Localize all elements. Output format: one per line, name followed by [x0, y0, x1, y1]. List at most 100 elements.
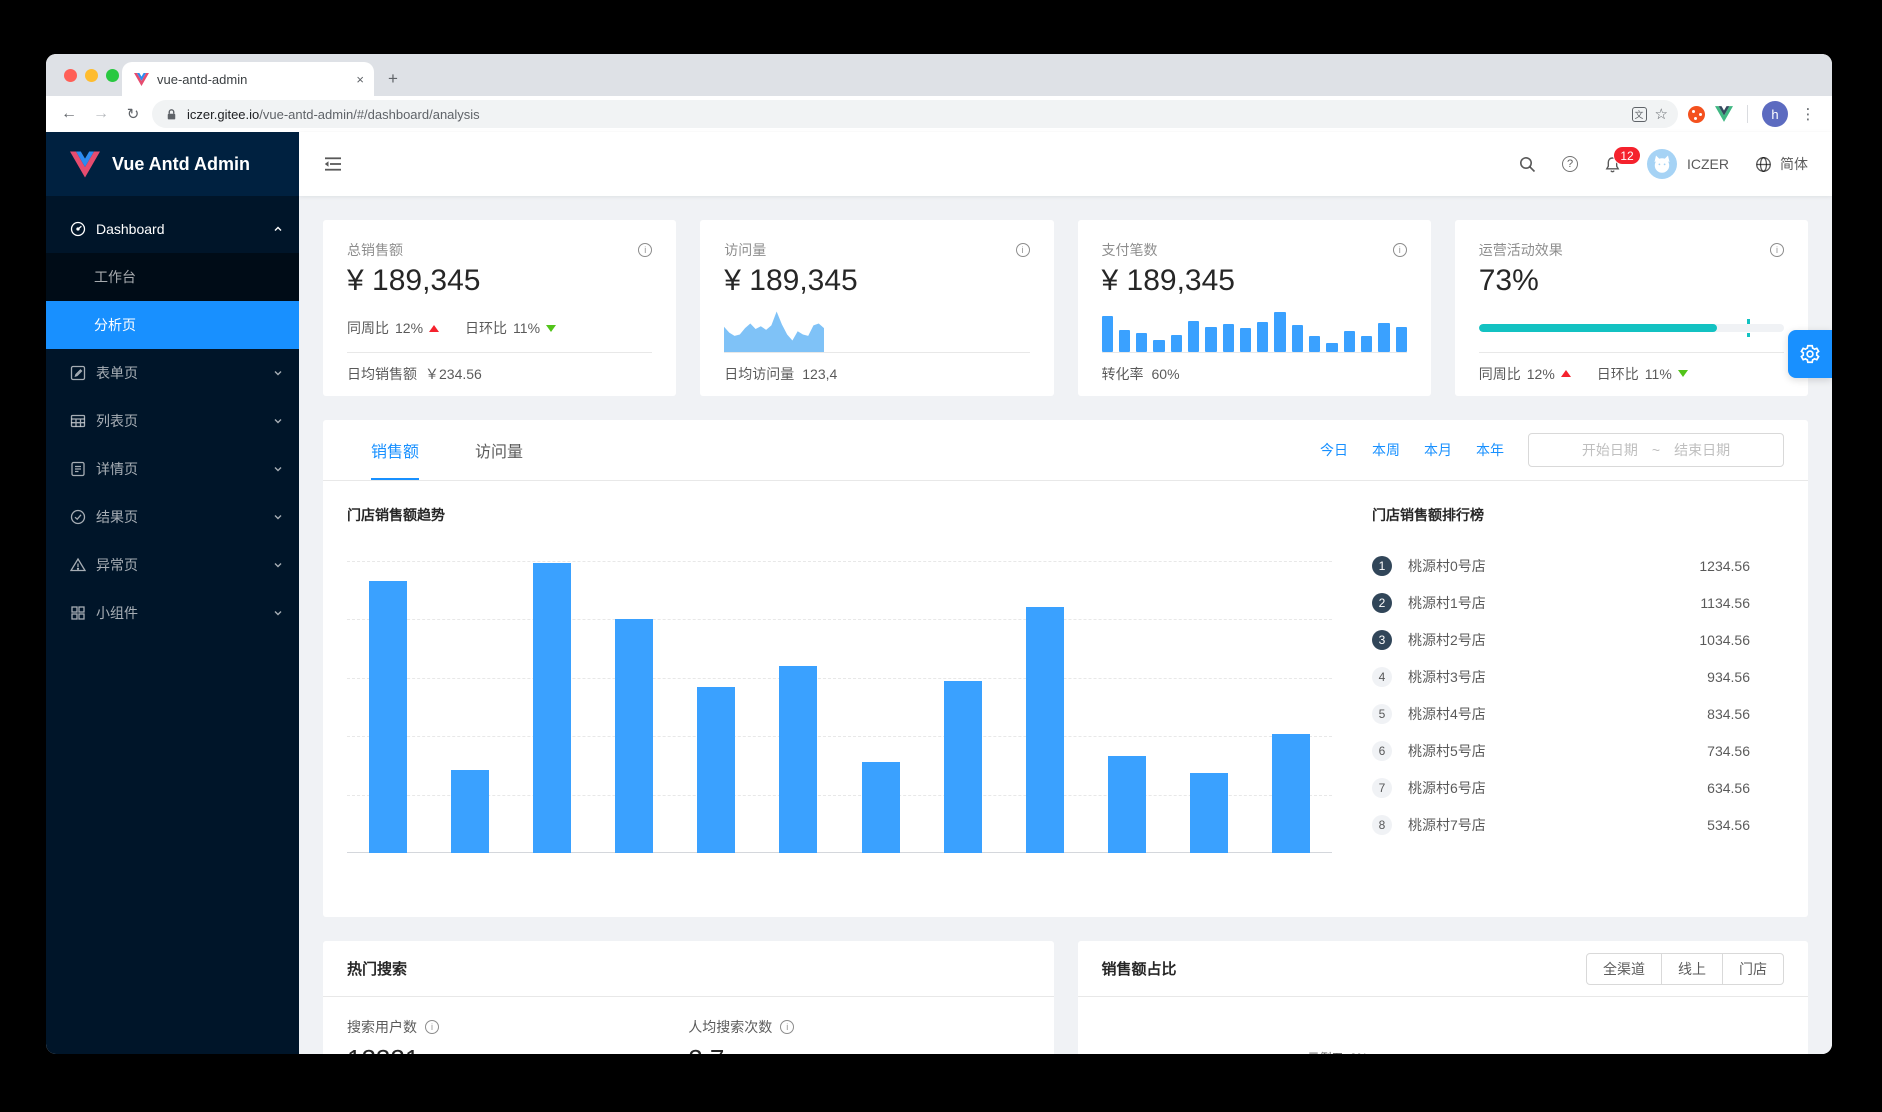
ranking-list: 1 桃源村0号店 1234.56 2 桃源村1号店 1134.56 3 桃源村2号店 1034.… — [1372, 547, 1784, 843]
bar — [1190, 773, 1228, 853]
trend-value: 11% — [513, 320, 541, 336]
info-icon[interactable]: i — [780, 1020, 795, 1034]
sidebar-item-workplace[interactable]: 工作台 — [46, 253, 299, 301]
browser-window: vue-antd-admin × + ← → ↻ iczer.gitee.io/… — [46, 54, 1832, 1054]
ranking-row: 8 桃源村7号店 534.56 — [1372, 806, 1784, 843]
sidebar-item-label: 工作台 — [94, 269, 136, 285]
store-name: 桃源村4号店 — [1408, 705, 1486, 722]
zoom-window-button[interactable] — [106, 69, 119, 82]
sidebar-item-analysis[interactable]: 分析页 — [46, 301, 299, 349]
sidebar: Vue Antd Admin Dashboard 工作台 分析页 — [46, 132, 299, 1054]
translate-icon[interactable]: 文 — [1631, 106, 1647, 122]
progress-bar — [1478, 319, 1784, 337]
locale-switcher[interactable]: 简体 — [1755, 154, 1808, 174]
browser-profile-avatar[interactable]: h — [1762, 101, 1788, 127]
tab-sales[interactable]: 销售额 — [371, 420, 420, 480]
info-icon[interactable]: i — [1392, 243, 1407, 257]
sidebar-item-exception[interactable]: 异常页 — [46, 541, 299, 589]
check-circle-icon — [70, 509, 86, 525]
range-links: 今日 本周 本月 本年 — [1320, 440, 1504, 460]
filter-all-channels[interactable]: 全渠道 — [1586, 952, 1662, 985]
footer-value: ￥234.56 — [425, 365, 482, 382]
card-title: 热门搜索 — [347, 961, 408, 978]
sidebar-item-detail[interactable]: 详情页 — [46, 445, 299, 493]
user-menu[interactable]: ICZER — [1647, 149, 1729, 179]
bar — [1108, 756, 1146, 853]
range-link[interactable]: 今日 — [1320, 442, 1348, 458]
info-icon[interactable]: i — [425, 1020, 439, 1034]
store-name: 桃源村0号店 — [1408, 557, 1486, 574]
footer-label: 转化率 — [1101, 365, 1144, 382]
rank-badge: 8 — [1372, 814, 1392, 835]
range-link[interactable]: 本月 — [1424, 442, 1452, 458]
store-sales-value: 834.56 — [1707, 705, 1750, 722]
trend-label: 同周比 — [1478, 365, 1521, 382]
browser-tab[interactable]: vue-antd-admin × — [122, 62, 374, 96]
footer-label: 日均销售额 — [347, 365, 417, 382]
vue-devtools-icon[interactable] — [1715, 106, 1733, 122]
globe-icon — [1756, 156, 1771, 172]
bar — [533, 563, 571, 853]
bookmark-star-icon[interactable]: ☆ — [1654, 106, 1668, 123]
search-icon[interactable] — [1519, 156, 1536, 173]
tab-visits[interactable]: 访问量 — [475, 444, 524, 461]
theme-settings-button[interactable] — [1788, 330, 1832, 378]
notification-badge: 12 — [1613, 145, 1641, 165]
metric-value: 12321 — [347, 1045, 419, 1054]
window-controls[interactable] — [64, 69, 119, 82]
store-name: 桃源村1号店 — [1408, 594, 1486, 611]
sidebar-item-list[interactable]: 列表页 — [46, 397, 299, 445]
sidebar-item-result[interactable]: 结果页 — [46, 493, 299, 541]
ranking-row: 2 桃源村1号店 1134.56 — [1372, 584, 1784, 621]
range-link[interactable]: 本周 — [1372, 442, 1400, 458]
sidebar-item-form[interactable]: 表单页 — [46, 349, 299, 397]
back-icon[interactable]: ← — [61, 105, 77, 122]
reload-icon[interactable]: ↻ — [126, 106, 140, 123]
bottom-cards-row: 热门搜索 搜索用户数 i 12321 — [323, 941, 1808, 1054]
browser-menu-icon[interactable]: ⋮ — [1800, 106, 1816, 123]
filter-stores[interactable]: 门店 — [1722, 952, 1784, 985]
sidebar-item-label: 列表页 — [96, 413, 138, 429]
trend-value: 12% — [1526, 365, 1555, 382]
sidebar-item-dashboard[interactable]: Dashboard — [46, 205, 299, 253]
date-range-picker[interactable]: 开始日期 ~ 结束日期 — [1528, 433, 1784, 467]
minimize-window-button[interactable] — [85, 69, 98, 82]
bar — [944, 681, 982, 853]
sidebar-item-label: 异常页 — [96, 557, 138, 573]
range-link[interactable]: 本年 — [1476, 442, 1504, 458]
rank-badge: 5 — [1372, 703, 1392, 724]
date-separator: ~ — [1651, 442, 1661, 458]
sidebar-item-widgets[interactable]: 小组件 — [46, 589, 299, 637]
notifications-button[interactable]: 12 — [1604, 145, 1641, 173]
dashboard-icon — [70, 221, 86, 237]
info-icon[interactable]: i — [638, 243, 653, 257]
app-logo[interactable]: Vue Antd Admin — [46, 132, 299, 196]
trend-label: 同周比 — [347, 320, 389, 336]
close-tab-icon[interactable]: × — [356, 71, 364, 87]
info-icon[interactable]: i — [1015, 243, 1030, 257]
address-bar[interactable]: iczer.gitee.io/vue-antd-admin/#/dashboar… — [152, 100, 1678, 128]
chevron-down-icon — [274, 515, 282, 520]
visits-sparkline-area — [724, 311, 825, 352]
browser-toolbar: ← → ↻ iczer.gitee.io/vue-antd-admin/#/da… — [46, 96, 1832, 132]
sidebar-item-label: Dashboard — [96, 221, 165, 237]
bar — [1272, 734, 1310, 853]
extension-orange-icon[interactable] — [1688, 105, 1705, 123]
trend-row: 同周比 12% 日环比 11% — [347, 318, 557, 338]
app-title: Vue Antd Admin — [112, 153, 250, 174]
date-end-placeholder: 结束日期 — [1674, 442, 1731, 458]
app-header: ? 12 — [299, 132, 1832, 196]
close-window-button[interactable] — [64, 69, 77, 82]
chevron-down-icon — [274, 611, 282, 616]
forward-icon[interactable]: → — [93, 105, 109, 122]
help-icon[interactable]: ? — [1562, 156, 1578, 172]
ranking-row: 6 桃源村5号店 734.56 — [1372, 732, 1784, 769]
card-title: 支付笔数 — [1101, 242, 1158, 258]
ranking-title: 门店销售额排行榜 — [1372, 507, 1484, 523]
info-icon[interactable]: i — [1770, 243, 1784, 257]
menu-fold-icon[interactable] — [323, 154, 343, 174]
filter-online[interactable]: 线上 — [1661, 952, 1723, 985]
trend-row: 同周比 12% 日环比 11% — [1479, 364, 1688, 384]
ranking-row: 4 桃源村3号店 934.56 — [1372, 658, 1784, 695]
new-tab-button[interactable]: + — [388, 69, 398, 88]
